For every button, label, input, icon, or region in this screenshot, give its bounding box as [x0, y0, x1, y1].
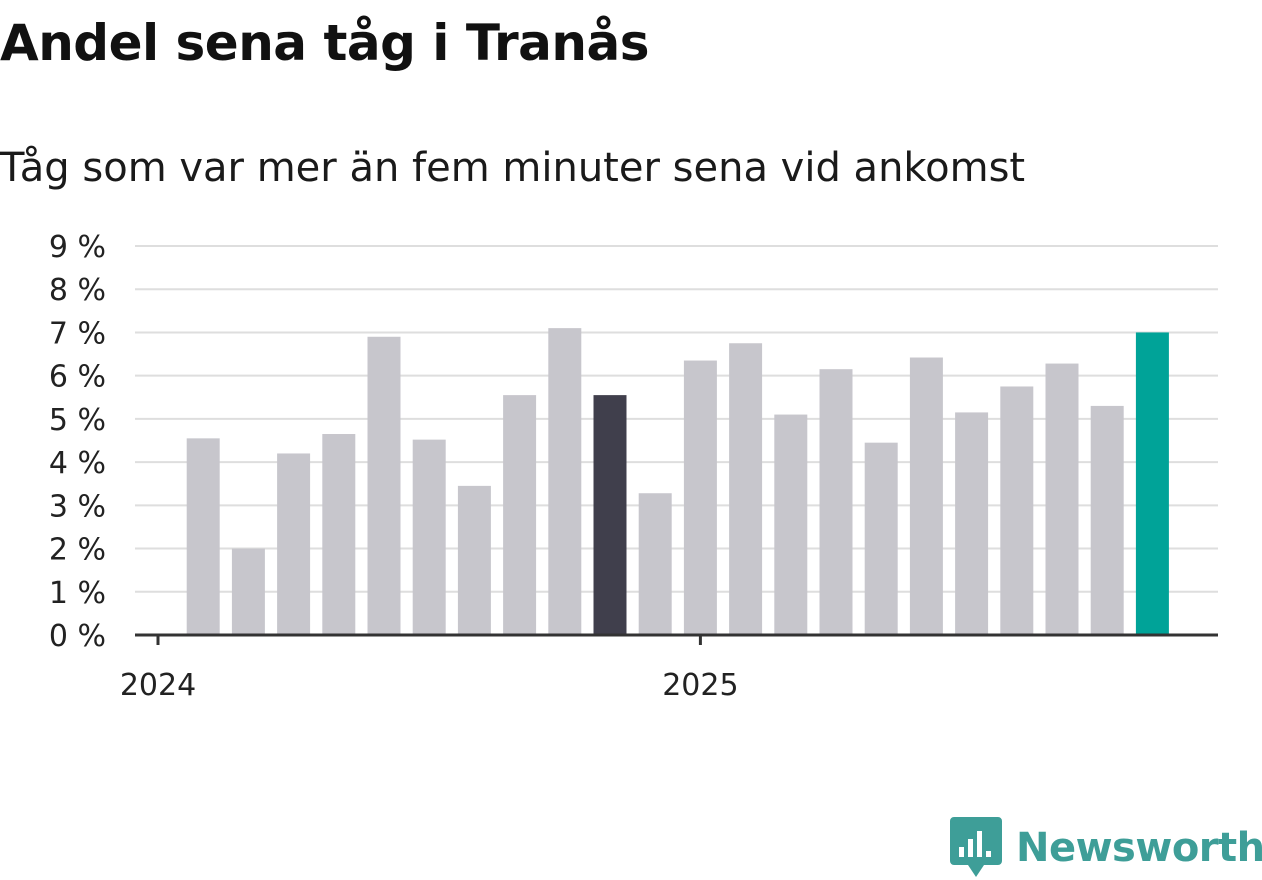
y-tick-label: 9 %	[49, 230, 106, 265]
bar-2025-07	[955, 412, 989, 635]
y-tick-label: 2 %	[49, 533, 106, 568]
bar-2025-09	[1045, 363, 1079, 635]
bar-2024-08	[457, 485, 491, 635]
bar-2025-02	[729, 343, 763, 635]
y-tick-label: 7 %	[49, 316, 106, 351]
bar-2025-01	[683, 360, 717, 635]
bar-2025-05	[864, 442, 898, 635]
x-tick-label: 2024	[120, 668, 196, 703]
bar-2024-02	[186, 438, 220, 635]
bars	[186, 328, 1169, 635]
y-tick-label: 1 %	[49, 576, 106, 611]
bar-2025-04	[819, 369, 853, 635]
bar-2024-10	[548, 328, 582, 635]
bar-2024-09	[503, 395, 537, 635]
brand-name: Newsworthy	[1016, 825, 1262, 871]
bar-2025-10	[1090, 405, 1124, 635]
bar-2024-12	[638, 493, 672, 635]
bar-2024-05	[322, 434, 356, 635]
bar-2024-04	[277, 453, 311, 635]
y-axis: 0 % 1 % 2 % 3 % 4 % 5 % 6 % 7 % 8 % 9 %	[49, 230, 106, 654]
bar-2024-06	[367, 336, 401, 635]
y-tick-label: 0 %	[49, 619, 106, 654]
bar-2025-11	[1135, 332, 1169, 635]
bar-2024-11	[593, 395, 627, 635]
y-tick-label: 5 %	[49, 403, 106, 438]
bar-chart-badge-icon	[950, 817, 1002, 877]
grid-layer	[135, 245, 1218, 593]
bar-2025-08	[1000, 386, 1034, 635]
bar-2025-06	[909, 357, 943, 635]
bar-2024-03	[231, 548, 265, 635]
chart-subtitle: Tåg som var mer än fem minuter sena vid …	[0, 145, 1026, 191]
y-tick-label: 6 %	[49, 360, 106, 395]
chart-title: Andel sena tåg i Tranås	[0, 14, 649, 72]
y-tick-label: 8 %	[49, 273, 106, 308]
bar-2025-03	[774, 414, 808, 635]
x-tick-label: 2025	[662, 668, 738, 703]
y-tick-label: 4 %	[49, 446, 106, 481]
bar-2024-07	[412, 439, 446, 635]
x-axis: 2024 2025	[120, 633, 1218, 703]
y-tick-label: 3 %	[49, 489, 106, 524]
brand-footer: Newsworthy	[950, 816, 1262, 880]
